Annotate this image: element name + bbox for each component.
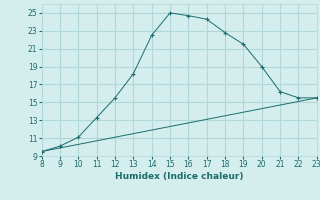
X-axis label: Humidex (Indice chaleur): Humidex (Indice chaleur) xyxy=(115,172,244,181)
